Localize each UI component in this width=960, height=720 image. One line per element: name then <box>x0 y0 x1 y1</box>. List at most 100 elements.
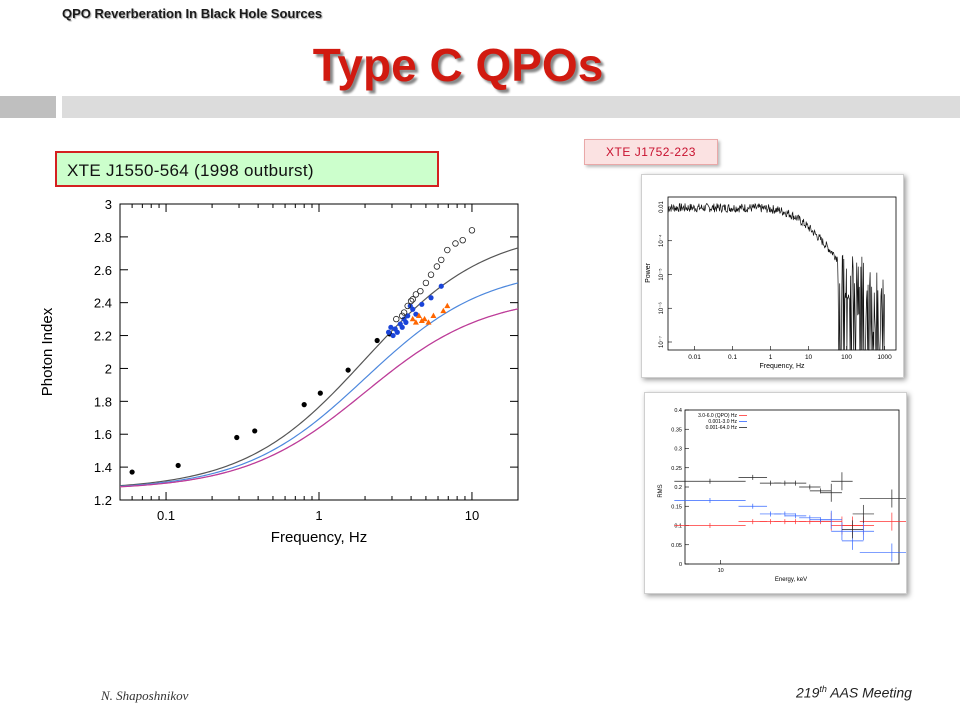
rms-y-tick-label: 0.25 <box>671 466 682 472</box>
title-rule-right <box>62 96 960 118</box>
rms-data-point <box>784 480 807 486</box>
data-point <box>404 302 411 310</box>
rms-data-point <box>738 474 768 480</box>
y-tick-label: 1.2 <box>94 493 112 508</box>
rms-legend-label: 3.0-6.0 (QPO) Hz <box>698 413 737 419</box>
data-point <box>399 324 405 330</box>
y-tick-label: 3 <box>105 197 112 212</box>
psd-y-tick-label: 10⁻⁵ <box>658 268 665 281</box>
y-tick-label: 1.4 <box>94 460 112 475</box>
data-point <box>425 319 432 325</box>
rms-data-point <box>820 483 842 502</box>
rms-x-tick-label: 10 <box>718 568 724 574</box>
data-point <box>234 434 240 441</box>
rms-data-point <box>831 472 853 491</box>
data-point <box>440 307 447 314</box>
plot-frame <box>119 203 519 501</box>
rms-data-point <box>674 523 746 528</box>
y-tick-label: 2.8 <box>94 230 112 245</box>
rms-y-tick-label: 0.4 <box>674 408 682 414</box>
y-tick-label: 2 <box>105 361 112 376</box>
data-point <box>403 319 409 325</box>
data-point <box>394 329 400 335</box>
y-tick-label: 1.6 <box>94 427 112 442</box>
rms-data-point <box>852 522 875 541</box>
data-point <box>413 311 419 317</box>
photon-index-chart: 0.1 1 10 1.2 1.4 1.6 1.8 2 2.2 2.4 2.6 2.8 3 Frequen… <box>39 197 519 546</box>
data-point <box>444 246 451 254</box>
rms-y-tick-label: 0 <box>679 562 682 568</box>
author-name: N. Shaposhnikov <box>101 688 189 703</box>
data-point <box>385 329 392 335</box>
rms-legend-label: 0.001-3.0 Hz <box>708 419 737 425</box>
rms-data-point <box>784 513 807 519</box>
data-point <box>459 236 466 244</box>
data-point <box>129 469 135 475</box>
psd-x-tick-label: 1000 <box>877 354 892 361</box>
model-curve <box>119 308 519 488</box>
rms-y-tick-label: 0.2 <box>674 485 682 491</box>
data-point <box>417 287 424 295</box>
psd-x-tick-label: 10 <box>805 354 813 361</box>
data-point <box>409 296 416 303</box>
psd-x-tick-label: 100 <box>841 354 852 361</box>
source-tag-text: XTE J1752-223 <box>606 145 696 159</box>
data-point <box>252 428 258 434</box>
rms-spectrum-panel: 0 0.05 0.1 0.15 0.2 0.25 0.3 0.35 0.4 10 3.0-6.0 … <box>644 392 924 594</box>
data-point <box>393 315 400 323</box>
source-label-text: XTE J1550-564 (1998 outburst) <box>67 161 314 180</box>
meeting-title: AAS Meeting <box>826 684 912 701</box>
rms-data-point <box>820 510 842 529</box>
x-tick-label: 10 <box>465 508 479 523</box>
data-point <box>438 256 445 264</box>
psd-y-tick-label: 10⁻⁶ <box>658 302 665 315</box>
power-spectrum-line <box>667 202 885 351</box>
rms-data-point <box>809 488 832 494</box>
psd-y-axis-label: Power <box>645 262 652 283</box>
psd-y-tick-label: 10⁻⁴ <box>658 234 665 247</box>
power-spectrum-panel: 0.01 0.1 1 10 100 1000 0.01 10⁻⁴ 10⁻⁵ 10⁻⁶ 10⁻⁷ Fr… <box>641 174 904 378</box>
rms-x-axis-label: Energy, keV <box>775 577 807 583</box>
data-point <box>301 402 307 408</box>
rms-spectrum-chart: 0 0.05 0.1 0.15 0.2 0.25 0.3 0.35 0.4 10 3.0-6.0 … <box>658 408 924 583</box>
title-rule-left <box>0 96 56 118</box>
psd-y-tick-label: 10⁻⁷ <box>658 336 665 348</box>
data-point <box>409 315 416 322</box>
model-curve <box>119 282 519 487</box>
data-point <box>175 462 181 469</box>
meeting-ordinal: 219 <box>796 684 820 701</box>
data-point <box>419 301 425 307</box>
psd-x-tick-label: 0.01 <box>688 354 701 361</box>
data-point <box>390 332 396 339</box>
rms-data-point <box>841 520 864 539</box>
rms-y-tick-label: 0.05 <box>671 543 682 549</box>
psd-y-tick-label: 0.01 <box>659 201 665 213</box>
rms-y-tick-label: 0.35 <box>671 427 682 433</box>
data-point <box>427 271 435 278</box>
model-curve <box>119 247 519 487</box>
y-tick-label: 1.8 <box>94 394 112 409</box>
model-curve <box>119 308 519 488</box>
y-tick-label: 2.4 <box>94 296 112 311</box>
y-tick-label: 2.2 <box>94 329 112 344</box>
rms-data-point <box>799 515 821 521</box>
data-point <box>438 283 444 289</box>
data-point <box>430 312 437 319</box>
data-point <box>388 324 394 330</box>
data-point <box>421 315 428 322</box>
meeting-name: 219th AAS Meeting <box>796 684 912 701</box>
data-point <box>418 317 425 323</box>
rms-data-point <box>831 522 853 541</box>
data-point <box>415 312 422 319</box>
rms-data-point <box>738 503 768 509</box>
data-point <box>422 279 430 287</box>
data-point <box>468 227 476 234</box>
psd-x-tick-label: 0.1 <box>728 354 737 361</box>
rms-y-tick-label: 0.1 <box>674 524 682 530</box>
data-point <box>444 302 451 309</box>
psd-plot-frame <box>667 196 897 351</box>
x-tick-label: 0.1 <box>157 508 175 523</box>
power-spectrum-chart: 0.01 0.1 1 10 100 1000 0.01 10⁻⁴ 10⁻⁵ 10⁻⁶ 10⁻⁷ Fr… <box>645 196 897 370</box>
presentation-header: QPO Reverberation In Black Hole Sources <box>62 6 323 21</box>
psd-x-axis-label: Frequency, Hz <box>760 363 805 370</box>
